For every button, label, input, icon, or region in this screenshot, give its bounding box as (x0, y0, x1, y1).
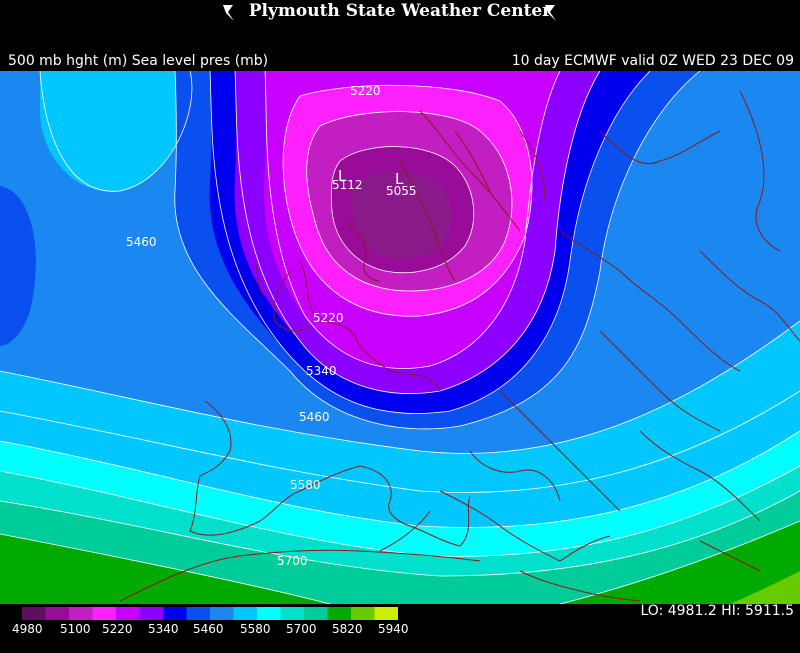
weather-map: 5220 L 5112 L 5055 5460 5220 5340 5460 5… (0, 71, 800, 604)
contour-label: 5460 (126, 235, 157, 249)
legend-swatch (139, 607, 163, 620)
color-legend: 4980 5100 5220 5340 5460 5580 5700 5820 … (0, 604, 800, 653)
legend-tick: 5340 (148, 622, 179, 636)
legend-swatch (280, 607, 304, 620)
band-west-low (0, 186, 36, 346)
swoosh-logo (223, 5, 234, 21)
legend-swatch (233, 607, 257, 620)
legend-swatch (69, 607, 93, 620)
contour-label: 5220 (350, 84, 381, 98)
legend-swatch (210, 607, 234, 620)
legend-swatch (163, 607, 187, 620)
legend-swatch (374, 607, 398, 620)
contour-label: 5112 (332, 178, 363, 192)
map-subtitle-right: 10 day ECMWF valid 0Z WED 23 DEC 09 (511, 53, 794, 69)
legend-swatches (22, 607, 398, 620)
low-marker: L (338, 167, 347, 185)
legend-swatch (45, 607, 69, 620)
legend-swatch (186, 607, 210, 620)
legend-swatch (116, 607, 140, 620)
contour-label: 5580 (290, 478, 321, 492)
contour-label: 5055 (386, 184, 417, 198)
low-marker: L (395, 170, 404, 188)
legend-swatch (327, 607, 351, 620)
legend-tick: 4980 (12, 622, 43, 636)
contour-label: 5340 (306, 364, 337, 378)
legend-swatch (92, 607, 116, 620)
contour-label: 5220 (313, 311, 344, 325)
legend-tick: 5580 (240, 622, 271, 636)
band-5760-west (0, 534, 330, 604)
contour-label: 5460 (299, 410, 330, 424)
legend-tick: 5220 (102, 622, 133, 636)
legend-tick: 5100 (60, 622, 91, 636)
page-title: Plymouth State Weather Center (248, 1, 552, 21)
legend-swatch (351, 607, 375, 620)
map-subtitle-left: 500 mb hght (m) Sea level pres (mb) (8, 53, 269, 69)
legend-swatch (257, 607, 281, 620)
legend-tick: 5940 (378, 622, 409, 636)
legend-swatch (304, 607, 328, 620)
coastlines (119, 90, 800, 602)
legend-tick: 5700 (286, 622, 317, 636)
band-5760-east (560, 521, 800, 604)
legend-swatch (22, 607, 46, 620)
swoosh-logo (545, 5, 556, 21)
legend-tick: 5460 (193, 622, 224, 636)
contour-label: 5700 (277, 554, 308, 568)
contour-labels: 5220 L 5112 L 5055 5460 5220 5340 5460 5… (126, 84, 417, 568)
band-west-high (40, 71, 192, 192)
band-4980 (351, 171, 452, 259)
lo-hi-readout: LO: 4981.2 HI: 5911.5 (640, 603, 795, 619)
height-contours: 5220 L 5112 L 5055 5460 5220 5340 5460 5… (0, 71, 800, 604)
header: Plymouth State Weather Center (0, 0, 800, 26)
legend-ticks: 4980 5100 5220 5340 5460 5580 5700 5820 … (12, 622, 409, 636)
legend-tick: 5820 (332, 622, 363, 636)
band-5880 (730, 571, 800, 604)
